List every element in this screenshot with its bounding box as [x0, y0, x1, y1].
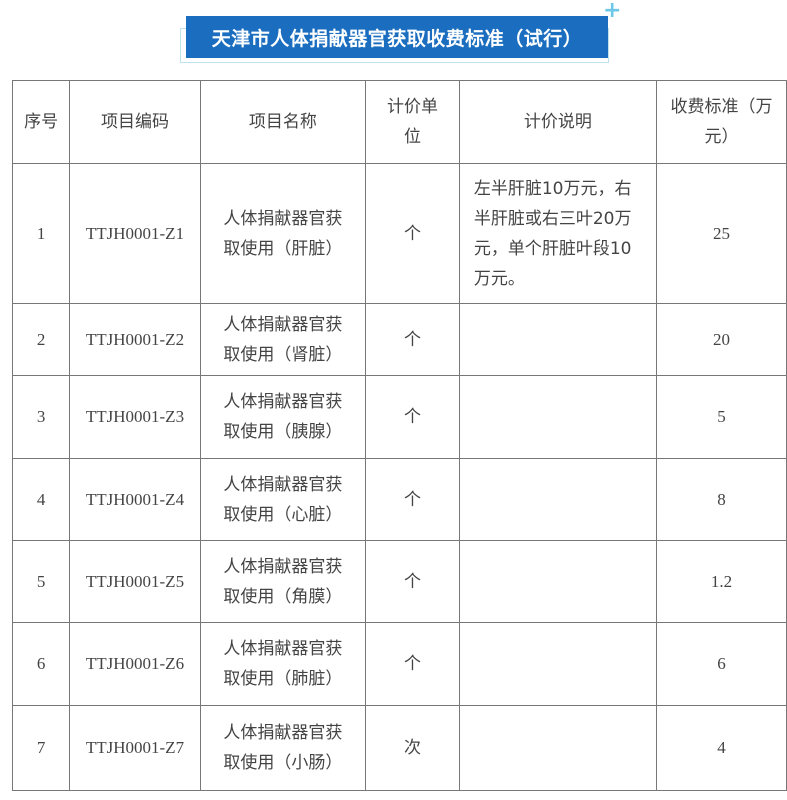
cell-name: 人体捐献器官获取使用（肝脏）: [199, 163, 367, 304]
cell-note: [458, 705, 658, 791]
cell-fee: 5: [656, 375, 787, 459]
header-no: 序号: [11, 80, 71, 164]
cell-name: 人体捐献器官获取使用（小肠）: [199, 705, 367, 791]
cell-name: 人体捐献器官获取使用（心脏）: [199, 458, 367, 541]
plus-icon: +: [603, 0, 622, 23]
table-row: 6 TTJH0001-Z6 人体捐献器官获取使用（肺脏）个 6: [11, 622, 787, 706]
cell-code: TTJH0001-Z6: [69, 622, 201, 706]
cell-note: [458, 303, 658, 376]
cell-fee: 20: [656, 303, 787, 376]
cell-code: TTJH0001-Z4: [69, 458, 201, 541]
cell-no: 3: [11, 375, 71, 459]
cell-unit: 次: [365, 705, 460, 791]
header-unit: 计价单位: [365, 80, 460, 164]
cell-unit: 个: [365, 375, 460, 459]
table-row: 4 TTJH0001-Z4 人体捐献器官获取使用（心脏）个 8: [11, 458, 787, 541]
table-row: 3 TTJH0001-Z3 人体捐献器官获取使用（胰腺）个 5: [11, 375, 787, 459]
cell-no: 4: [11, 458, 71, 541]
fee-table: 序号 项目编码 项目名称 计价单位 计价说明 收费标准（万元） 1 TTJH000…: [11, 80, 787, 791]
cell-name: 人体捐献器官获取使用（肺脏）: [199, 622, 367, 706]
cell-no: 7: [11, 705, 71, 791]
cell-name: 人体捐献器官获取使用（肾脏）: [199, 303, 367, 376]
cell-fee: 6: [656, 622, 787, 706]
cell-unit: 个: [365, 163, 460, 304]
table-row: 5 TTJH0001-Z5 人体捐献器官获取使用（角膜）个 1.2: [11, 540, 787, 623]
cell-note: [458, 622, 658, 706]
cell-fee: 8: [656, 458, 787, 541]
cell-note: 左半肝脏10万元，右半肝脏或右三叶20万元，单个肝脏叶段10万元。: [458, 163, 658, 304]
cell-code: TTJH0001-Z2: [69, 303, 201, 376]
cell-fee: 1.2: [656, 540, 787, 623]
table-row: 7 TTJH0001-Z7 人体捐献器官获取使用（小肠）次 4: [11, 705, 787, 791]
cell-no: 5: [11, 540, 71, 623]
header-note: 计价说明: [458, 80, 658, 164]
cell-note: [458, 458, 658, 541]
cell-note: [458, 540, 658, 623]
cell-fee: 25: [656, 163, 787, 304]
page-title: 天津市人体捐献器官获取收费标准（试行）: [186, 16, 608, 58]
cell-unit: 个: [365, 303, 460, 376]
cell-note: [458, 375, 658, 459]
cell-name: 人体捐献器官获取使用（角膜）: [199, 540, 367, 623]
cell-code: TTJH0001-Z5: [69, 540, 201, 623]
header-fee: 收费标准（万元）: [656, 80, 787, 164]
cell-unit: 个: [365, 622, 460, 706]
table-row: 1 TTJH0001-Z1 人体捐献器官获取使用（肝脏）个左半肝脏10万元，右半肝脏…: [11, 163, 787, 304]
header-code: 项目编码: [69, 80, 201, 164]
table-row: 2 TTJH0001-Z2 人体捐献器官获取使用（肾脏）个 20: [11, 303, 787, 376]
cell-code: TTJH0001-Z1: [69, 163, 201, 304]
cell-no: 2: [11, 303, 71, 376]
cell-code: TTJH0001-Z3: [69, 375, 201, 459]
cell-no: 6: [11, 622, 71, 706]
cell-name: 人体捐献器官获取使用（胰腺）: [199, 375, 367, 459]
cell-fee: 4: [656, 705, 787, 791]
cell-no: 1: [11, 163, 71, 304]
cell-unit: 个: [365, 458, 460, 541]
table-header-row: 序号 项目编码 项目名称 计价单位 计价说明 收费标准（万元）: [11, 80, 787, 164]
header-name: 项目名称: [199, 80, 367, 164]
cell-unit: 个: [365, 540, 460, 623]
cell-code: TTJH0001-Z7: [69, 705, 201, 791]
